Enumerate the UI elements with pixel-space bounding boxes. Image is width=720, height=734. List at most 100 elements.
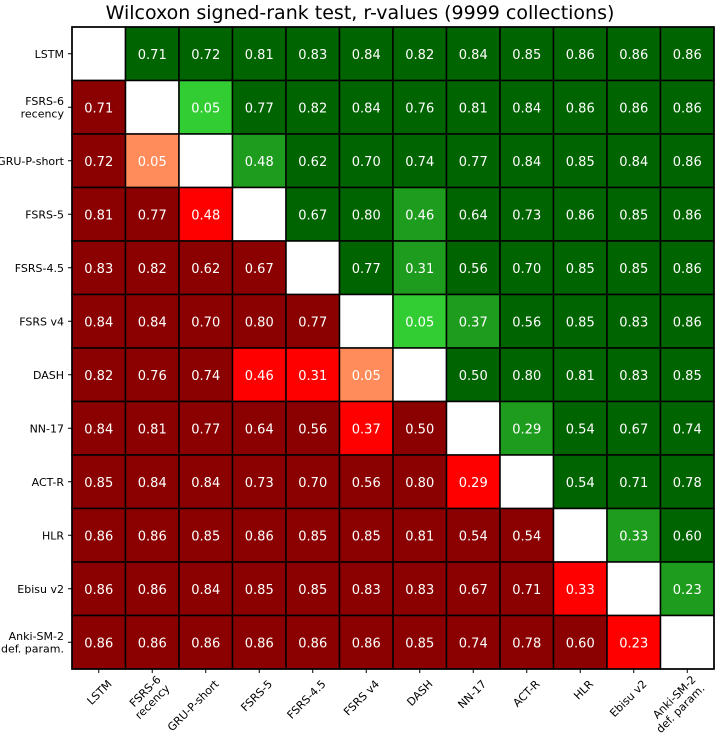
cell-value-label: 0.74 — [405, 155, 434, 170]
cell-value-label: 0.73 — [512, 208, 541, 223]
cell-value-label: 0.83 — [619, 315, 648, 330]
cell-value-label: 0.62 — [298, 155, 327, 170]
heatmap-cell — [552, 133, 608, 189]
cell-value-label: 0.70 — [191, 315, 220, 330]
heatmap-cell — [71, 507, 127, 563]
x-tick-label: NN-17 — [455, 678, 489, 712]
heatmap-cell — [445, 507, 501, 563]
y-tick-label: ACT-R — [32, 476, 65, 489]
cell-value-label: 0.48 — [245, 155, 274, 170]
cell-value-label: 0.31 — [298, 369, 327, 384]
cell-value-label: 0.86 — [352, 636, 381, 651]
heatmap-cell — [392, 454, 448, 510]
heatmap-cell — [499, 26, 555, 82]
cell-value-label: 0.85 — [405, 636, 434, 651]
cell-value-label: 0.85 — [566, 155, 595, 170]
heatmap-cell — [178, 133, 234, 189]
cell-value-label: 0.74 — [191, 369, 220, 384]
heatmap-cell — [338, 186, 394, 242]
y-tick-label: FSRS-5 — [25, 208, 64, 221]
heatmap-cell — [231, 240, 287, 296]
heatmap-cell — [178, 561, 234, 617]
heatmap-cell — [231, 133, 287, 189]
heatmap-cell — [71, 561, 127, 617]
heatmap-cell — [499, 79, 555, 135]
cell-value-label: 0.81 — [459, 101, 488, 116]
heatmap-cell — [231, 79, 287, 135]
plot-frame — [71, 26, 715, 670]
cell-value-label: 0.84 — [191, 583, 220, 598]
heatmap-cell — [499, 507, 555, 563]
heatmap-cell — [606, 454, 662, 510]
x-tick-label: HLR — [571, 677, 596, 702]
heatmap-cell — [445, 347, 501, 403]
cell-value-label: 0.77 — [352, 262, 381, 277]
cell-value-label: 0.54 — [566, 476, 595, 491]
cell-value-label: 0.86 — [191, 636, 220, 651]
cell-value-label: 0.83 — [298, 48, 327, 63]
cell-value-label: 0.29 — [459, 476, 488, 491]
heatmap-cell — [552, 614, 608, 670]
cell-value-label: 0.05 — [405, 315, 434, 330]
cell-value-label: 0.84 — [352, 48, 381, 63]
cell-value-label: 0.86 — [673, 155, 702, 170]
cell-value-label: 0.46 — [245, 369, 274, 384]
cell-value-label: 0.37 — [352, 422, 381, 437]
cell-value-label: 0.67 — [245, 262, 274, 277]
cell-value-label: 0.86 — [619, 101, 648, 116]
cell-value-label: 0.67 — [298, 208, 327, 223]
heatmap-cell — [285, 186, 341, 242]
cell-value-label: 0.70 — [512, 262, 541, 277]
cell-value-label: 0.82 — [405, 48, 434, 63]
y-tick-label: LSTM — [35, 48, 64, 61]
cell-value-label: 0.86 — [138, 636, 167, 651]
cell-value-label: 0.82 — [298, 101, 327, 116]
cell-value-label: 0.77 — [191, 422, 220, 437]
cell-value-label: 0.67 — [619, 422, 648, 437]
heatmap-cell — [552, 293, 608, 349]
cell-value-label: 0.78 — [673, 476, 702, 491]
cell-value-label: 0.48 — [191, 208, 220, 223]
x-tick-label: FSRS-5 — [238, 678, 275, 715]
cell-value-label: 0.60 — [566, 636, 595, 651]
cell-value-label: 0.56 — [512, 315, 541, 330]
cell-value-label: 0.83 — [84, 262, 113, 277]
cell-value-label: 0.05 — [138, 155, 167, 170]
cell-value-label: 0.80 — [405, 476, 434, 491]
cell-value-label: 0.86 — [673, 101, 702, 116]
heatmap-cell — [552, 561, 608, 617]
heatmap-cell — [338, 561, 394, 617]
cell-value-label: 0.81 — [566, 369, 595, 384]
heatmap-cell — [392, 347, 448, 403]
cell-value-label: 0.84 — [138, 476, 167, 491]
heatmap-cell — [606, 133, 662, 189]
cell-value-label: 0.77 — [138, 208, 167, 223]
heatmap-cell — [178, 79, 234, 135]
y-tick-label: FSRS-4.5 — [15, 262, 64, 275]
heatmap-cell — [659, 186, 715, 242]
x-tick-label: DASH — [404, 678, 435, 709]
cell-value-label: 0.84 — [84, 315, 113, 330]
x-tick-label: Anki-SM-2def. param. — [645, 673, 708, 734]
cell-value-label: 0.54 — [459, 529, 488, 544]
heatmap-cell — [178, 400, 234, 456]
cell-value-label: 0.77 — [298, 315, 327, 330]
heatmap-cell — [124, 79, 180, 135]
heatmap-cell — [392, 186, 448, 242]
heatmap-cell — [178, 347, 234, 403]
cell-value-label: 0.86 — [566, 208, 595, 223]
y-tick-label: NN-17 — [30, 422, 64, 435]
cell-value-label: 0.86 — [619, 48, 648, 63]
heatmap-cell — [445, 614, 501, 670]
cell-value-label: 0.50 — [459, 369, 488, 384]
cell-value-label: 0.85 — [84, 476, 113, 491]
cell-value-label: 0.86 — [673, 315, 702, 330]
heatmap-cell — [392, 133, 448, 189]
cell-value-label: 0.56 — [298, 422, 327, 437]
cell-value-label: 0.84 — [459, 48, 488, 63]
cell-value-label: 0.85 — [619, 262, 648, 277]
cell-value-label: 0.80 — [352, 208, 381, 223]
y-tick-label: Ebisu v2 — [17, 583, 64, 596]
cell-value-label: 0.74 — [459, 636, 488, 651]
cell-value-label: 0.80 — [512, 369, 541, 384]
